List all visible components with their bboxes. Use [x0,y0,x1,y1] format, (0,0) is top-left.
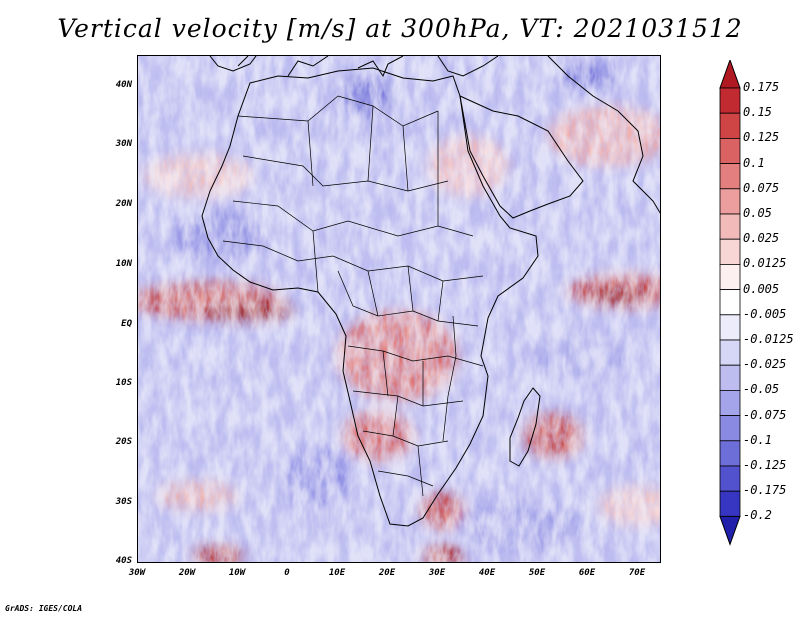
colorbar-tick-label: -0.175 [743,483,787,498]
colorbar-swatch [719,188,741,215]
colorbar-swatch [719,465,741,492]
colorbar-tick-label: 0.075 [743,180,780,195]
colorbar-swatch [719,440,741,467]
lon-tick-label: 30E [428,568,446,578]
lat-tick-label: 40N [115,80,132,90]
colorbar-tick-label: 0.15 [743,105,772,120]
colorbar-swatch [719,490,741,517]
colorbar-tick-label: -0.2 [743,508,772,523]
lat-tick-label: 10S [115,378,132,388]
colorbar-tick-label: 0.005 [743,281,780,296]
colorbar-swatch [719,213,741,240]
lon-tick-label: 40E [478,568,496,578]
velocity-field-map [138,56,660,562]
colorbar-tick-label: -0.05 [743,382,780,397]
colorbar-swatch [719,238,741,265]
colorbar-tick-label: -0.0125 [743,332,794,346]
footer-credit: GrADS: IGES/COLA [5,604,83,613]
colorbar-swatch [719,364,741,391]
lon-tick-label: 70E [628,568,646,578]
lon-tick-label: 10E [328,568,346,578]
colorbar [718,58,742,564]
lat-tick-label: 30N [115,139,132,149]
colorbar-swatch [719,87,741,114]
colorbar-swatch [719,339,741,366]
lon-tick-label: 60E [578,568,596,578]
map-plot-area [137,55,661,563]
lon-tick-label: 20W [178,568,196,578]
colorbar-bottom-arrow [719,515,741,546]
colorbar-swatch [719,138,741,165]
colorbar-tick-label: 0.025 [743,231,780,246]
field-texture-b [138,56,660,562]
colorbar-swatches [719,58,741,546]
colorbar-top-arrow [719,58,741,89]
lon-tick-label: 50E [528,568,546,578]
colorbar-tick-label: 0.125 [743,130,780,145]
lat-tick-label: 10N [115,259,132,269]
colorbar-swatch [719,314,741,341]
lat-tick-label: 40S [115,556,132,566]
lat-tick-label: 20N [115,199,132,209]
colorbar-tick-label: 0.1 [743,155,765,170]
colorbar-tick-label: 0.05 [743,206,772,220]
country-borders [222,95,484,497]
colorbar-tick-label: -0.1 [743,432,772,447]
colorbar-swatch [719,263,741,290]
coastlines [201,56,660,527]
lat-tick-label: 30S [115,497,132,507]
colorbar-tick-label: -0.005 [743,306,787,321]
colorbar-tick-label: 0.0125 [743,256,787,271]
colorbar-tick-label: -0.075 [743,407,787,422]
colorbar-swatch [719,163,741,190]
colorbar-swatch [719,415,741,442]
lon-tick-label: 10W [228,568,246,578]
lon-tick-label: 20E [378,568,396,578]
map-title: Vertical velocity [m/s] at 300hPa, VT: 2… [57,14,743,43]
colorbar-swatch [719,289,741,316]
colorbar-swatch [719,389,741,416]
lon-tick-label: 0 [284,568,290,578]
colorbar-tick-label: -0.025 [743,357,787,372]
lon-tick-label: 30W [128,568,146,578]
lat-tick-label: EQ [121,319,132,329]
colorbar-tick-label: -0.125 [743,458,787,472]
colorbar-tick-label: 0.175 [743,80,780,94]
lat-tick-label: 20S [115,437,132,447]
colorbar-swatch [719,112,741,139]
